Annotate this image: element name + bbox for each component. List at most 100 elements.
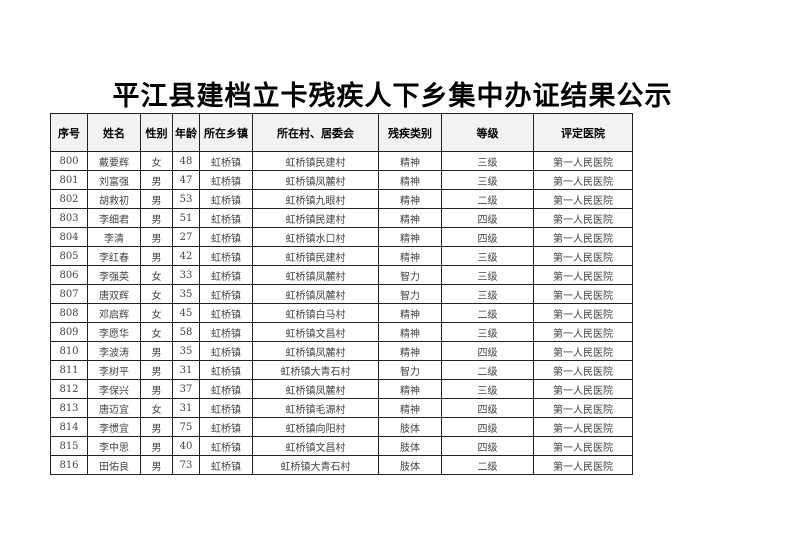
table-row: 804 李清男 27 虹桥镇 虹桥镇水口村 精神 四级 第一人民医院	[50, 227, 633, 247]
cell-col-disability-type: 精神	[378, 322, 442, 342]
cell-col-town: 虹桥镇	[199, 246, 253, 266]
cell-col-disability-type: 精神	[378, 303, 442, 323]
cell-col-name: 田佑良	[87, 455, 141, 475]
cell-col-village: 虹桥镇白马村	[252, 303, 379, 323]
cell-col-grade: 三级	[441, 265, 534, 285]
cell-col-name: 戴要辉	[87, 151, 141, 171]
cell-col-town: 虹桥镇	[199, 360, 253, 380]
header-col-village: 所在村、居委会	[252, 113, 379, 152]
cell-col-index: 810	[50, 341, 88, 361]
table-row: 802 胡救初男 53 虹桥镇 虹桥镇九眼村 精神 二级 第一人民医院	[50, 189, 633, 209]
table-row: 801 刘富强男 47 虹桥镇 虹桥镇凤麓村 精神 三级 第一人民医院	[50, 170, 633, 190]
cell-col-town: 虹桥镇	[199, 189, 253, 209]
cell-col-town: 虹桥镇	[199, 379, 253, 399]
cell-col-town: 虹桥镇	[199, 227, 253, 247]
cell-col-grade: 二级	[441, 303, 534, 323]
cell-col-disability-type: 肢体	[378, 436, 442, 456]
cell-col-index: 807	[50, 284, 88, 304]
table-row: 811 李树平男 31 虹桥镇 虹桥镇大青石村 智力 二级 第一人民医院	[50, 360, 633, 380]
cell-col-age: 58	[172, 322, 200, 342]
cell-col-gender: 女	[140, 398, 173, 418]
cell-col-grade: 二级	[441, 189, 534, 209]
cell-col-gender: 男	[140, 170, 173, 190]
cell-col-disability-type: 精神	[378, 208, 442, 228]
cell-col-disability-type: 肢体	[378, 455, 442, 475]
header-col-disability-type: 残疾类别	[378, 113, 442, 152]
cell-col-hospital: 第一人民医院	[533, 208, 633, 228]
cell-col-disability-type: 精神	[378, 227, 442, 247]
header-col-index: 序号	[50, 113, 88, 152]
table-row: 800 戴要辉女 48 虹桥镇 虹桥镇民建村 精神 三级 第一人民医院	[50, 151, 633, 171]
cell-col-disability-type: 肢体	[378, 417, 442, 437]
cell-col-index: 812	[50, 379, 88, 399]
cell-col-gender: 男	[140, 360, 173, 380]
cell-col-name: 李波涛	[87, 341, 141, 361]
cell-col-name: 李强英	[87, 265, 141, 285]
cell-col-index: 805	[50, 246, 88, 266]
header-col-grade: 等级	[441, 113, 534, 152]
cell-col-index: 815	[50, 436, 88, 456]
cell-col-gender: 男	[140, 379, 173, 399]
cell-col-grade: 三级	[441, 170, 534, 190]
cell-col-index: 808	[50, 303, 88, 323]
table-row: 814 李惯宜男 75 虹桥镇 虹桥镇向阳村 肢体 四级 第一人民医院	[50, 417, 633, 437]
cell-col-town: 虹桥镇	[199, 208, 253, 228]
cell-col-grade: 三级	[441, 246, 534, 266]
cell-col-gender: 男	[140, 436, 173, 456]
cell-col-index: 803	[50, 208, 88, 228]
cell-col-name: 刘富强	[87, 170, 141, 190]
results-table: 序号 姓名 性别 年龄 所在乡镇 所在村、居委会 残疾类别 等级 评定医院 800 戴要辉女 48 虹…	[50, 113, 633, 475]
cell-col-name: 唐迈宜	[87, 398, 141, 418]
cell-col-village: 虹桥镇向阳村	[252, 417, 379, 437]
cell-col-name: 李中思	[87, 436, 141, 456]
cell-col-gender: 男	[140, 208, 173, 228]
cell-col-age: 33	[172, 265, 200, 285]
cell-col-age: 48	[172, 151, 200, 171]
cell-col-disability-type: 精神	[378, 246, 442, 266]
cell-col-grade: 三级	[441, 284, 534, 304]
cell-col-gender: 男	[140, 341, 173, 361]
cell-col-disability-type: 精神	[378, 170, 442, 190]
table-row: 807 唐双辉女 35 虹桥镇 虹桥镇凤麓村 智力 三级 第一人民医院	[50, 284, 633, 304]
cell-col-name: 胡救初	[87, 189, 141, 209]
cell-col-gender: 男	[140, 246, 173, 266]
cell-col-hospital: 第一人民医院	[533, 246, 633, 266]
header-col-age: 年龄	[172, 113, 200, 152]
cell-col-town: 虹桥镇	[199, 398, 253, 418]
cell-col-disability-type: 智力	[378, 284, 442, 304]
cell-col-index: 811	[50, 360, 88, 380]
table-row: 805 李红春男 42 虹桥镇 虹桥镇民建村 精神 三级 第一人民医院	[50, 246, 633, 266]
cell-col-age: 53	[172, 189, 200, 209]
cell-col-town: 虹桥镇	[199, 170, 253, 190]
cell-col-name: 李红春	[87, 246, 141, 266]
cell-col-grade: 四级	[441, 227, 534, 247]
cell-col-village: 虹桥镇大青石村	[252, 455, 379, 475]
cell-col-gender: 女	[140, 303, 173, 323]
cell-col-town: 虹桥镇	[199, 303, 253, 323]
cell-col-village: 虹桥镇毛源村	[252, 398, 379, 418]
cell-col-name: 李树平	[87, 360, 141, 380]
cell-col-age: 37	[172, 379, 200, 399]
cell-col-grade: 二级	[441, 455, 534, 475]
cell-col-town: 虹桥镇	[199, 265, 253, 285]
cell-col-village: 虹桥镇凤麓村	[252, 284, 379, 304]
header-col-hospital: 评定医院	[533, 113, 633, 152]
cell-col-gender: 女	[140, 265, 173, 285]
cell-col-age: 51	[172, 208, 200, 228]
cell-col-grade: 二级	[441, 360, 534, 380]
cell-col-gender: 男	[140, 417, 173, 437]
page-title: 平江县建档立卡残疾人下乡集中办证结果公示	[112, 81, 673, 112]
cell-col-age: 35	[172, 341, 200, 361]
cell-col-grade: 四级	[441, 436, 534, 456]
cell-col-gender: 女	[140, 151, 173, 171]
cell-col-grade: 四级	[441, 398, 534, 418]
table-row: 809 李愿华女 58 虹桥镇 虹桥镇文昌村 精神 三级 第一人民医院	[50, 322, 633, 342]
cell-col-hospital: 第一人民医院	[533, 417, 633, 437]
cell-col-disability-type: 智力	[378, 360, 442, 380]
cell-col-village: 虹桥镇凤麓村	[252, 379, 379, 399]
cell-col-age: 31	[172, 360, 200, 380]
cell-col-hospital: 第一人民医院	[533, 265, 633, 285]
cell-col-name: 李细君	[87, 208, 141, 228]
cell-col-name: 李愿华	[87, 322, 141, 342]
cell-col-index: 814	[50, 417, 88, 437]
